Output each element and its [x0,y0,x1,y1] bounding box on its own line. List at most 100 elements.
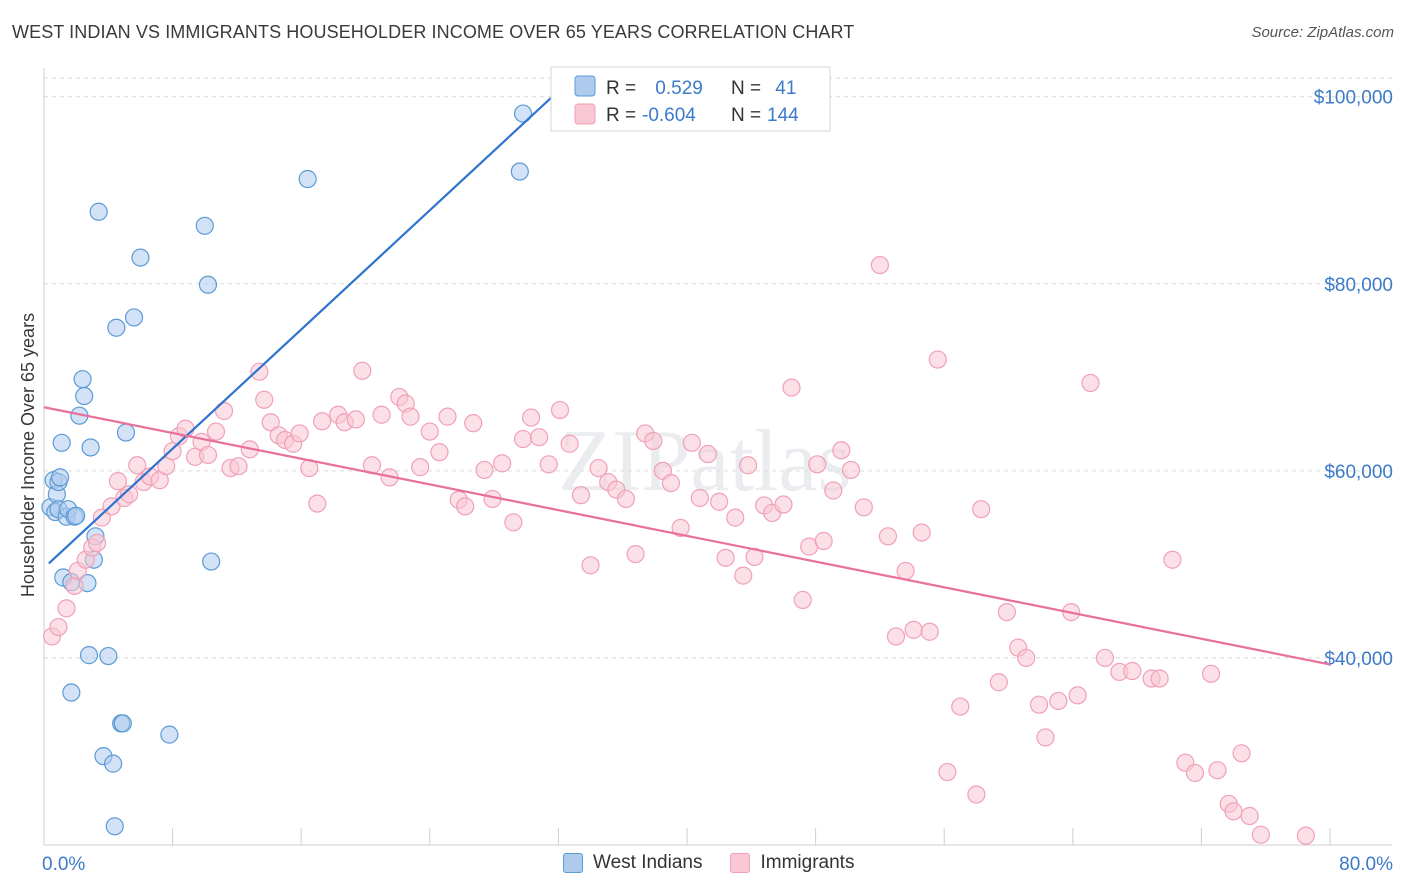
point-west-indians [73,370,92,389]
point-immigrants [1150,669,1169,688]
legend-frame [550,66,831,132]
point-immigrants [1029,695,1049,714]
point-immigrants [997,602,1016,622]
point-immigrants [1296,826,1315,845]
point-immigrants [560,434,579,453]
point-immigrants [967,785,986,804]
bottom-legend-label-immigrants: Immigrants [760,852,855,873]
point-immigrants [1017,648,1036,668]
point-immigrants [698,444,717,464]
point-immigrants [430,443,449,462]
point-immigrants [1081,373,1100,393]
point-immigrants [420,422,439,441]
point-immigrants [951,697,970,716]
point-immigrants [250,362,269,381]
point-west-indians [513,104,533,123]
point-immigrants [401,407,420,426]
point-immigrants [972,500,991,519]
legend-box: R = 0.529 N = 41 R = -0.604 N = 144 [550,66,831,132]
point-immigrants [206,422,226,441]
bottom-legend-swatch-immigrants [730,853,751,873]
point-immigrants [716,548,735,567]
point-immigrants [1251,825,1270,844]
point-immigrants [1163,550,1182,569]
point-west-indians [67,506,86,525]
point-immigrants [1068,686,1087,705]
point-immigrants [841,460,861,480]
legend-swatch-immigrants [574,103,596,125]
point-immigrants [57,599,76,618]
legend-n-label-1: N = [731,78,761,99]
point-immigrants [411,458,430,477]
point-immigrants [644,431,663,451]
point-immigrants [1185,763,1205,783]
point-immigrants [308,494,327,513]
point-west-indians [89,202,108,221]
legend-r-value-1: 0.529 [650,78,703,99]
point-immigrants [814,531,833,551]
bottom-legend: West Indians Immigrants [563,852,882,874]
axis-layer: $40,000 $60,000 $80,000 $100,000 0.0% 80.0% [42,68,1393,875]
point-west-indians [298,169,317,189]
point-west-indians [131,248,150,267]
legend-n-label-2: N = [731,105,761,126]
point-west-indians [62,683,81,702]
point-immigrants [493,454,512,473]
point-west-indians [107,318,126,337]
point-immigrants [108,472,128,491]
grid-layer [44,77,1392,659]
bottom-legend-label-west-indians: West Indians [593,852,703,873]
point-immigrants [726,508,745,527]
x-tick-label: 80.0% [1339,854,1393,875]
point-immigrants [87,533,107,552]
point-immigrants [1036,728,1055,747]
point-west-indians [52,433,71,452]
point-immigrants [928,350,947,369]
point-immigrants [989,673,1008,692]
point-west-indians [202,552,221,571]
point-immigrants [456,497,475,516]
point-immigrants [438,407,457,426]
point-immigrants [589,458,608,478]
trendline-immigrants [43,406,1331,666]
y-axis-label: Householder Income Over 65 years [18,313,38,597]
trendline-west-indians [48,75,576,565]
point-immigrants [878,527,898,546]
y-tick-label: $40,000 [1324,649,1393,670]
y-tick-label: $80,000 [1324,275,1393,296]
point-immigrants [738,456,758,475]
point-immigrants [808,455,827,474]
bottom-legend-item-west-indians: West Indians [563,852,702,874]
x-tick-label: 0.0% [42,854,85,875]
point-immigrants [774,495,793,514]
point-immigrants [290,424,309,443]
point-immigrants [521,408,541,427]
y-tick-label: $60,000 [1324,462,1393,483]
point-immigrants [157,457,176,476]
point-immigrants [1232,744,1251,763]
point-west-indians [104,754,123,773]
point-immigrants [475,460,494,480]
point-immigrants [616,489,636,509]
point-immigrants [312,412,332,431]
point-immigrants [920,622,939,641]
point-immigrants [904,620,923,639]
point-immigrants [682,433,701,452]
point-immigrants [886,627,906,646]
trend-layer [43,75,1331,666]
point-immigrants [255,390,274,409]
point-immigrants [896,561,915,581]
point-immigrants [1224,802,1243,821]
point-west-indians [195,216,214,235]
point-west-indians [105,817,124,836]
legend-n-value-2: 144 [767,105,799,126]
point-west-indians [113,714,132,733]
point-immigrants [261,413,280,432]
point-immigrants [372,405,391,424]
point-immigrants [793,590,812,610]
point-immigrants [550,400,570,420]
point-immigrants [734,566,753,585]
point-immigrants [504,513,523,532]
source-label: Source: ZipAtlas.com [1251,24,1394,41]
point-west-indians [50,468,70,487]
